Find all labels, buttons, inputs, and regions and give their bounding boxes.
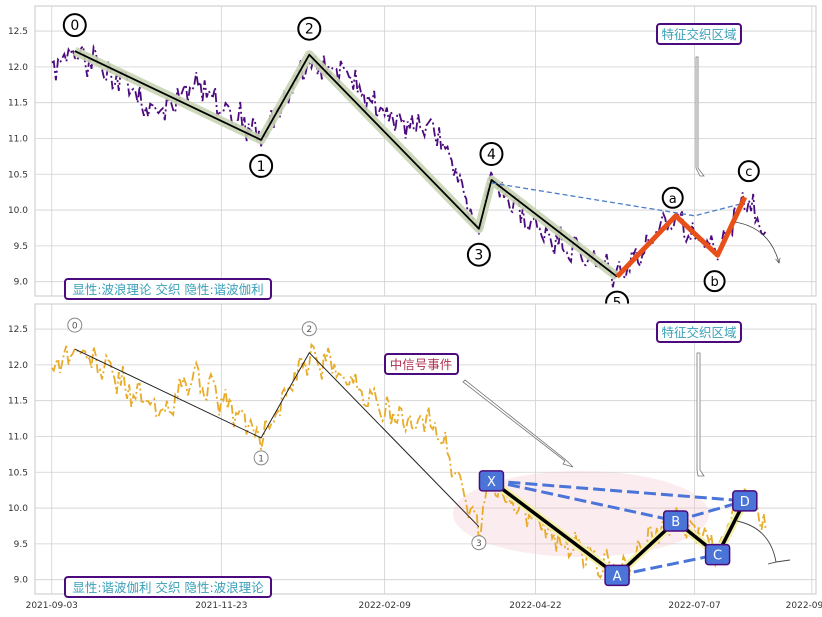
wave-label-circle bbox=[479, 142, 504, 166]
harmonic-dashed-line bbox=[616, 553, 718, 577]
elliott-wave-line bbox=[74, 50, 618, 278]
wave-label-circle bbox=[301, 321, 317, 337]
correction-label-circle bbox=[737, 160, 760, 183]
y-tick-label: 12.5 bbox=[8, 27, 28, 37]
top-corner-label-text: 显性:波浪理论 交织 隐性:谐波伽利 bbox=[72, 282, 263, 297]
y-tick-label: 12.0 bbox=[8, 63, 28, 73]
feature-zone-annotation-top: 特征交织区域 bbox=[656, 23, 742, 177]
dashed-trend-line bbox=[491, 182, 745, 217]
wave-label-circle bbox=[253, 450, 269, 466]
y-tick-label: 11.5 bbox=[8, 99, 28, 109]
wave-label-circle bbox=[297, 16, 322, 41]
y-tick-label: 10.5 bbox=[8, 468, 28, 478]
wave-label: 0 bbox=[72, 322, 78, 332]
y-tick-label: 10.0 bbox=[8, 206, 28, 216]
wave-label: 2 bbox=[305, 22, 314, 38]
abc-correction-line bbox=[615, 196, 748, 279]
correction-label-circle bbox=[703, 270, 726, 293]
bottom-corner-label-text: 显性:谐波伽利 交织 隐性:波浪理论 bbox=[72, 580, 264, 595]
wave-label: 3 bbox=[474, 248, 483, 264]
y-tick-label: 10.5 bbox=[8, 170, 28, 180]
bottom-wave-labels: 0 1 2 3 bbox=[67, 317, 487, 551]
y-tick-label: 11.0 bbox=[8, 134, 28, 144]
x-axis-ticks: 2021-09-03 2021-11-23 2022-02-09 2022-04-22… bbox=[26, 601, 822, 611]
x-tick-label: 2022-09-01 bbox=[786, 601, 822, 611]
wave-label: 2 bbox=[306, 325, 312, 335]
x-tick-label: 2022-04-22 bbox=[509, 601, 561, 611]
y-tick-label: 12.5 bbox=[8, 325, 28, 335]
wave-label-circle bbox=[466, 242, 491, 267]
bottom-y-ticks: 9.0 9.5 10.0 10.5 11.0 11.5 12.0 12.5 bbox=[8, 325, 28, 586]
wave-label-circle bbox=[471, 535, 487, 551]
x-tick-label: 2022-02-09 bbox=[359, 601, 412, 611]
y-tick-label: 9.0 bbox=[14, 576, 29, 586]
wave-label: 0 bbox=[70, 18, 79, 34]
feature-zone-arrow bbox=[695, 56, 705, 177]
y-tick-label: 11.0 bbox=[8, 432, 28, 442]
harmonic-label-box bbox=[662, 510, 689, 532]
signal-event-box bbox=[384, 353, 459, 375]
feature-zone-label: 特征交织区域 bbox=[661, 27, 736, 42]
curved-arrow bbox=[734, 221, 779, 263]
signal-event-arrow bbox=[462, 379, 574, 468]
wave-label: 4 bbox=[487, 147, 496, 163]
harmonic-label-box bbox=[704, 543, 731, 566]
x-tick-label: 2022-07-07 bbox=[668, 601, 720, 611]
correction-labels: a b c bbox=[661, 160, 760, 293]
harmonic-label: X bbox=[487, 475, 496, 490]
harmonic-label-box bbox=[732, 490, 758, 512]
bottom-curved-arrow bbox=[736, 520, 791, 565]
bottom-corner-label: 显性:谐波伽利 交织 隐性:波浪理论 bbox=[64, 576, 272, 598]
top-corner-label-box bbox=[64, 278, 272, 300]
wave-label-circle bbox=[62, 13, 87, 38]
y-tick-label: 10.0 bbox=[8, 504, 28, 514]
feature-zone-annotation-bottom: 特征交织区域 bbox=[656, 321, 742, 477]
wave-label-circle bbox=[249, 153, 274, 178]
bottom-plot-frame bbox=[34, 303, 817, 595]
top-y-ticks: 9.0 9.5 10.0 10.5 11.0 11.5 12.0 12.5 bbox=[8, 27, 28, 288]
x-tick-label: 2021-09-03 bbox=[26, 601, 78, 611]
wave-label: 1 bbox=[258, 454, 264, 464]
harmonic-label: C bbox=[713, 549, 722, 564]
signal-event-annotation: 中信号事件 bbox=[384, 353, 574, 468]
correction-label: c bbox=[745, 165, 752, 180]
y-tick-label: 9.5 bbox=[14, 242, 28, 252]
feature-zone-box bbox=[656, 23, 742, 45]
top-plot-frame bbox=[34, 5, 817, 297]
harmonic-label-box bbox=[478, 470, 505, 492]
wave-label: 1 bbox=[257, 159, 266, 175]
harmonic-label-box bbox=[604, 564, 630, 587]
y-tick-label: 12.0 bbox=[8, 361, 28, 371]
harmonic-dashed-line bbox=[491, 479, 677, 523]
correction-label-circle bbox=[661, 186, 684, 209]
top-price-line bbox=[51, 43, 767, 288]
feature-zone-arrow-bottom bbox=[696, 352, 705, 477]
top-corner-label: 显性:波浪理论 交织 隐性:谐波伽利 bbox=[64, 278, 272, 300]
y-tick-label: 9.5 bbox=[14, 540, 28, 550]
bottom-panel: 9.0 9.5 10.0 10.5 11.0 11.5 12.0 12.5 0 1 2 3 X A B C… bbox=[8, 303, 817, 598]
harmonic-labels: X A B C D bbox=[478, 470, 758, 587]
feature-zone-label-bottom: 特征交织区域 bbox=[661, 325, 736, 340]
harmonic-label: B bbox=[671, 515, 680, 530]
correction-label: a bbox=[669, 192, 677, 207]
bottom-corner-label-box bbox=[64, 576, 272, 598]
top-grid bbox=[35, 6, 816, 296]
x-tick-label: 2021-11-23 bbox=[195, 601, 247, 611]
feature-zone-box-bottom bbox=[656, 321, 742, 343]
harmonic-label: A bbox=[613, 569, 622, 584]
signal-event-label: 中信号事件 bbox=[390, 357, 453, 372]
harmonic-label: D bbox=[740, 495, 750, 510]
wave-label-circle bbox=[67, 317, 83, 333]
bottom-elliott-wave-line bbox=[74, 348, 480, 528]
correction-label: b bbox=[710, 275, 718, 290]
wave-label: 3 bbox=[476, 539, 482, 549]
harmonic-dashed-line bbox=[491, 479, 745, 503]
top-panel: 9.09.510.010.511.011.512.012.5 012345 ab… bbox=[8, 5, 817, 315]
y-tick-label: 11.5 bbox=[8, 397, 28, 407]
y-tick-label: 9.0 bbox=[14, 278, 29, 288]
